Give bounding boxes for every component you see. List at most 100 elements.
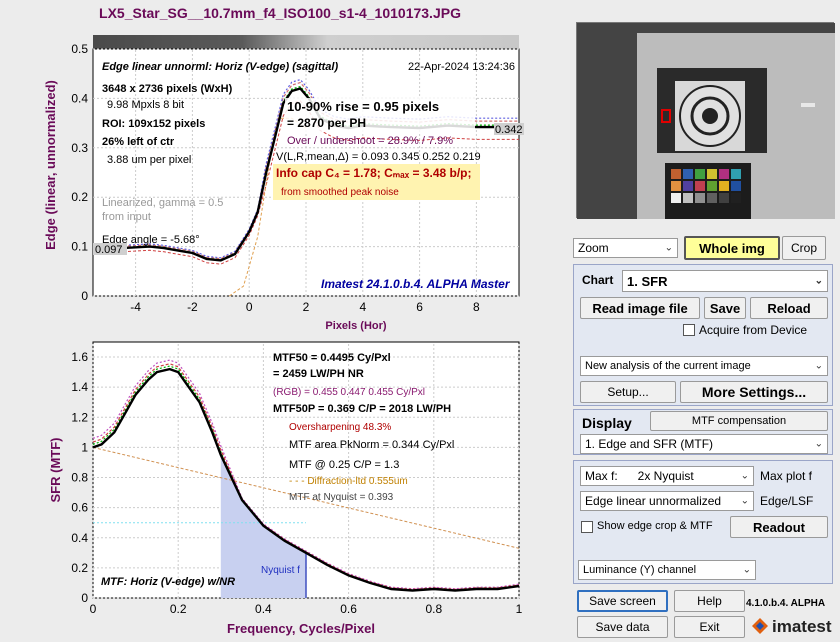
edge-ytick-label: 0.5: [71, 42, 88, 56]
crop-button[interactable]: Crop: [782, 236, 826, 260]
mtf-grid: [92, 342, 520, 599]
setup-button[interactable]: Setup...: [580, 381, 676, 403]
edge-info3: ROI: 109x152 pixels: [102, 118, 205, 130]
mtf-ytick-label: 1.2: [71, 410, 88, 424]
edge-ytick-label: 0.2: [71, 190, 88, 204]
edge-xtick-label: -4: [130, 300, 141, 314]
edge-ytick-label: 0.1: [71, 240, 88, 254]
mtf-xtick-label: 0: [90, 602, 97, 616]
mtf-ytick-label: 0.4: [71, 531, 88, 545]
edge-vstats: V(L,R,mean,Δ) = 0.093 0.345 0.252 0.219: [276, 151, 481, 163]
save-button[interactable]: Save: [704, 297, 746, 319]
mtf-ytick-label: 1.6: [71, 350, 88, 364]
edge-ytick-label: 0: [81, 289, 88, 303]
edge-smoothed: from smoothed peak noise: [281, 187, 399, 198]
edge-xtick-label: 8: [473, 300, 480, 314]
acquire-label: Acquire from Device: [699, 323, 808, 337]
display-value: 1. Edge and SFR (MTF): [585, 437, 714, 451]
window-title: LX5_Star_SG__10.7mm_f4_ISO100_s1-4_10101…: [99, 5, 461, 21]
maxplot-label: Max plot f: [760, 469, 813, 483]
edge-color-trace: [93, 100, 519, 265]
mtf-main-line: [92, 367, 520, 592]
mtf-rgb: (RGB) = 0.455 0.447 0.455 Cy/Pxl: [273, 387, 425, 398]
edge-info5: 3.88 um per pixel: [107, 154, 191, 166]
mtf-mtf50b: = 2459 LW/PH NR: [273, 368, 364, 380]
mtf-at025: MTF @ 0.25 C/P = 1.3: [289, 459, 399, 471]
edge-mode-dropdown[interactable]: Edge linear unnormalized ⌄: [580, 491, 754, 511]
edge-mode-value: Edge linear unnormalized: [585, 494, 722, 508]
mtf-xtick-label: 0.8: [425, 602, 442, 616]
help-button[interactable]: Help: [674, 590, 745, 612]
chevron-down-icon: ⌄: [742, 564, 751, 576]
mtf-area: MTF area PkNorm = 0.344 Cy/Pxl: [289, 439, 454, 451]
acquire-checkbox[interactable]: [683, 324, 695, 336]
edge-gradient-strip: [93, 35, 519, 49]
zoom-dropdown[interactable]: Zoom ⌄: [573, 238, 678, 258]
mtf-nyq: MTF at Nyquist = 0.393: [289, 492, 394, 503]
mtf-xtick-label: 0.2: [170, 602, 187, 616]
edge-lsf-label: Edge/LSF: [760, 494, 814, 508]
zoom-label: Zoom: [578, 241, 609, 255]
read-image-button[interactable]: Read image file: [580, 297, 700, 319]
mtf-xtick-label: 1: [516, 602, 523, 616]
whole-img-button[interactable]: Whole img: [684, 236, 780, 260]
mtf-oversharp: Oversharpening 48.3%: [289, 422, 391, 433]
edge-ytick-label: 0.3: [71, 141, 88, 155]
edge-xtick-label: 2: [303, 300, 310, 314]
display-dropdown[interactable]: 1. Edge and SFR (MTF) ⌄: [580, 434, 828, 454]
edge-rise1: 10-90% rise = 0.95 pixels: [287, 99, 439, 114]
exit-button[interactable]: Exit: [674, 616, 745, 638]
edge-infocap: Info cap C₄ = 1.78; Cₘₐₓ = 3.48 b/p;: [276, 166, 472, 180]
chevron-down-icon: ⌄: [740, 470, 749, 482]
edge-ytick-label: 0.4: [71, 91, 88, 105]
channel-dropdown[interactable]: Luminance (Y) channel ⌄: [578, 560, 756, 580]
mtf-diffraction-line: [92, 446, 520, 549]
edge-xtick-label: 6: [416, 300, 423, 314]
mtf-series: [92, 359, 520, 592]
mtf-mtf50p: MTF50P = 0.369 C/P = 2018 LW/PH: [273, 403, 451, 415]
save-screen-button[interactable]: Save screen: [577, 590, 668, 612]
chevron-down-icon: ⌄: [664, 242, 673, 254]
edge-xtick-label: 0: [246, 300, 253, 314]
chart-label: Chart: [582, 273, 614, 287]
more-settings-button[interactable]: More Settings...: [680, 381, 828, 403]
edge-left-value: 0.097: [95, 244, 123, 256]
mtf-ylabel: SFR (MTF): [48, 438, 63, 503]
edge-ylabel: Edge (linear, unnormalized): [43, 80, 58, 250]
analysis-dropdown[interactable]: New analysis of the current image ⌄: [580, 356, 828, 376]
show-crop-checkbox[interactable]: [581, 521, 593, 533]
maxf-dropdown[interactable]: Max f: 2x Nyquist ⌄: [580, 466, 754, 486]
mtf-yticks: 0 0.2 0.4 0.6 0.8 1 1.2 1.4 1.6: [71, 350, 88, 605]
mtf-diffraction: - - - Diffraction-ltd 0.555um: [289, 476, 408, 487]
image-preview: [576, 22, 835, 219]
mtf-ytick-label: 1.4: [71, 380, 88, 394]
edge-lin1: Linearized, gamma = 0.5: [102, 197, 223, 209]
save-data-button[interactable]: Save data: [577, 616, 668, 638]
mtf-footer: MTF: Horiz (V-edge) w/NR: [101, 576, 235, 588]
reload-button[interactable]: Reload: [750, 297, 828, 319]
edge-watermark: Imatest 24.1.0.b.4. ALPHA Master: [321, 277, 511, 291]
mtf-xticks: 0 0.2 0.4 0.6 0.8 1: [90, 602, 523, 616]
mtf-ytick-label: 1: [81, 440, 88, 454]
mtf-xtick-label: 0.6: [340, 602, 357, 616]
edge-date: 22-Apr-2024 13:24:36: [408, 61, 515, 73]
mtf-ytick-label: 0: [81, 591, 88, 605]
edge-xtick-label: 4: [359, 300, 366, 314]
mtf-ytick-label: 0.8: [71, 471, 88, 485]
mtf-xlabel: Frequency, Cycles/Pixel: [227, 621, 375, 636]
maxf-value: 2x Nyquist: [637, 469, 694, 483]
mtf-compensation-button[interactable]: MTF compensation: [650, 411, 828, 431]
mtf-nyquist-label: Nyquist f: [261, 565, 300, 576]
version-label: 4.1.0.b.4. ALPHA: [746, 598, 826, 609]
edge-rise2: = 2870 per PH: [287, 116, 366, 130]
mtf-mtf50: MTF50 = 0.4495 Cy/Pxl: [273, 352, 391, 364]
chevron-down-icon: ⌄: [740, 495, 749, 507]
readout-button[interactable]: Readout: [730, 516, 828, 538]
preview-thumbnail: [577, 23, 835, 219]
imatest-logo-icon: [751, 617, 769, 635]
edge-header: Edge linear unnorml: Horiz (V-edge) (sag…: [102, 61, 338, 73]
channel-value: Luminance (Y) channel: [583, 564, 697, 576]
chart-dropdown[interactable]: 1. SFR ⌄: [622, 270, 828, 292]
chevron-down-icon: ⌄: [814, 360, 823, 372]
